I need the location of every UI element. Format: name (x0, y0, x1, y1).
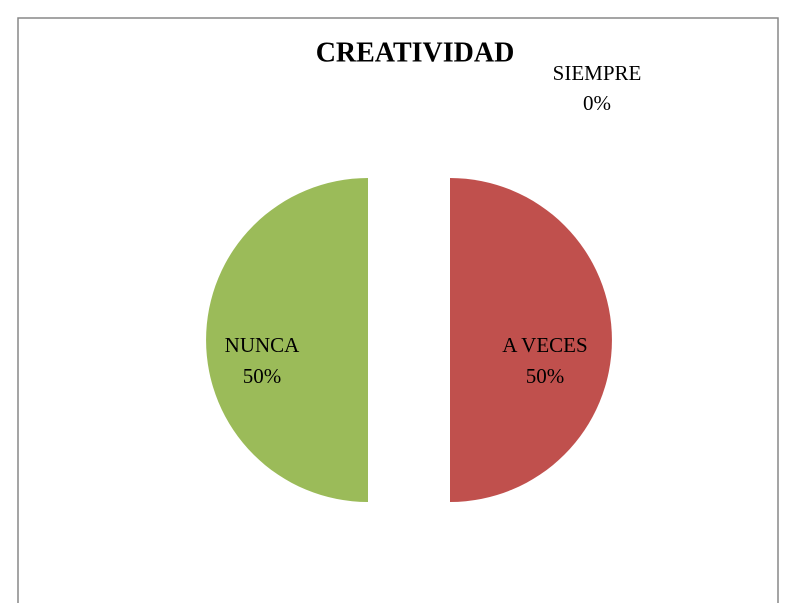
chart-title: CREATIVIDAD (316, 37, 515, 68)
chart-border (17, 17, 779, 603)
slice-label-value: 50% (526, 364, 565, 388)
slice-label-value: 50% (243, 364, 282, 388)
slice-label-name: A VECES (502, 333, 587, 357)
slice-label-value: 0% (583, 91, 611, 115)
slice-label-name: NUNCA (225, 333, 301, 357)
slice-label-name: SIEMPRE (553, 61, 642, 85)
pie-slice (206, 178, 368, 502)
pie-slice (450, 178, 612, 502)
